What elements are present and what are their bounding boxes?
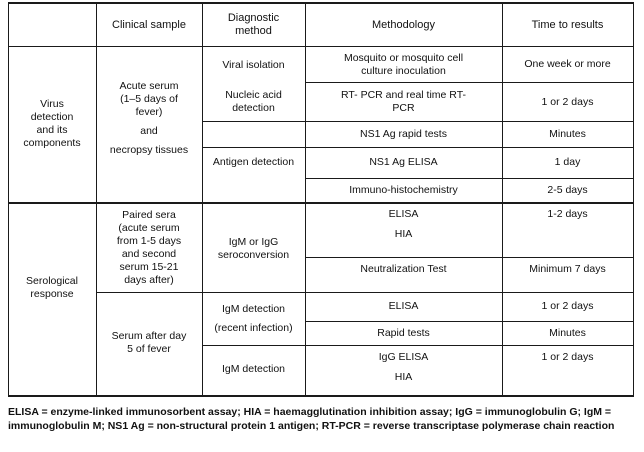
methodology-line: IgG ELISA <box>378 351 429 363</box>
methodology-mosquito: Mosquito or mosquito cell culture inocul… <box>305 52 502 78</box>
methodology-line: HIA <box>394 371 413 383</box>
row-divider <box>305 178 634 179</box>
time-minutes: Minutes <box>549 327 586 339</box>
methodology-ns1-elisa: NS1 Ag ELISA <box>369 156 438 168</box>
time-one-two-days: 1-2 days <box>547 208 588 220</box>
methodology-line: culture inoculation <box>361 65 446 77</box>
header-clinical-sample: Clinical sample <box>112 19 186 31</box>
methodology-line: HIA <box>394 228 413 240</box>
time-one-or-two-days: 1 or 2 days <box>541 96 594 108</box>
category-line: components <box>23 137 81 149</box>
row-divider <box>305 257 634 258</box>
sample-line: and <box>140 125 158 137</box>
time-one-or-two-days: 1 or 2 days <box>541 351 594 363</box>
sample-line: from 1-5 days <box>116 235 182 247</box>
time-minimum-7-days: Minimum 7 days <box>529 263 606 275</box>
methodology-line: PCR <box>392 102 415 114</box>
method-antigen-detection: Antigen detection <box>212 156 295 168</box>
sample-paired-sera: Paired sera (acute serum from 1-5 days a… <box>96 209 202 287</box>
row-divider <box>305 82 634 83</box>
sample-line: (acute serum <box>118 222 180 234</box>
method-line: IgM or IgG <box>228 236 279 248</box>
methodology-immuno: Immuno-histochemistry <box>349 184 458 196</box>
method-line: seroconversion <box>217 249 290 261</box>
method-igm-detection: IgM detection <box>221 363 286 375</box>
category-serological-response: Serological response <box>8 275 96 301</box>
methodology-neutralization: Neutralization Test <box>360 263 447 275</box>
header-methodology: Methodology <box>372 19 435 31</box>
row-divider <box>202 147 634 148</box>
time-two-five-days: 2-5 days <box>547 184 588 196</box>
table-border-top <box>8 2 634 4</box>
sample-line: serum 15-21 <box>119 261 179 273</box>
column-divider <box>305 2 306 397</box>
table-border-left <box>8 2 9 397</box>
time-one-day: 1 day <box>554 156 581 168</box>
sample-line: Serum after day <box>111 330 187 342</box>
methodology-elisa-hia: ELISA HIA <box>305 208 502 241</box>
methodology-line: Mosquito or mosquito cell <box>343 52 464 64</box>
method-viral-isolation: Viral isolation <box>222 59 285 71</box>
row-divider <box>305 321 634 322</box>
column-divider <box>96 2 97 397</box>
time-minutes: Minutes <box>549 128 586 140</box>
table-border-right <box>633 2 634 397</box>
header-line: Diagnostic <box>227 12 280 24</box>
header-diagnostic-method: Diagnostic method <box>202 12 305 38</box>
column-divider <box>502 2 503 397</box>
row-divider <box>202 345 634 346</box>
header-time-to-results: Time to results <box>531 19 604 31</box>
method-igm-detection-recent: IgM detection (recent infection) <box>202 303 305 335</box>
sample-line: and second <box>121 248 177 260</box>
header-divider <box>8 46 634 47</box>
method-line: detection <box>232 102 275 114</box>
sample-line: (1–5 days of <box>120 93 178 105</box>
time-one-or-two-days: 1 or 2 days <box>541 300 594 312</box>
sample-line: Acute serum <box>119 80 179 92</box>
row-divider <box>202 121 634 122</box>
methodology-line: ELISA <box>388 208 419 220</box>
category-line: Serological <box>26 275 78 287</box>
methodology-igg-elisa-hia: IgG ELISA HIA <box>305 351 502 384</box>
method-line: (recent infection) <box>214 322 293 334</box>
abbreviations-footnote: ELISA = enzyme-linked immunosorbent assa… <box>8 406 615 432</box>
methodology-line: RT- PCR and real time RT- <box>340 89 467 101</box>
methodology-elisa: ELISA <box>388 300 419 312</box>
method-line: Nucleic acid <box>225 89 282 101</box>
category-line: Virus <box>40 98 64 110</box>
category-line: and its <box>36 124 68 136</box>
methodology-ns1-rapid: NS1 Ag rapid tests <box>360 128 447 140</box>
header-line: method <box>235 25 272 37</box>
table-border-bottom <box>8 395 634 397</box>
category-virus-detection: Virus detection and its components <box>8 98 96 150</box>
method-nucleic-acid: Nucleic acid detection <box>202 89 305 115</box>
category-line: response <box>30 288 74 300</box>
section-divider <box>8 202 634 204</box>
sample-line: Paired sera <box>122 209 176 221</box>
time-one-week: One week or more <box>524 58 611 70</box>
methodology-rt-pcr: RT- PCR and real time RT- PCR <box>305 89 502 115</box>
sample-line: necropsy tissues <box>109 144 189 156</box>
methodology-rapid-tests: Rapid tests <box>377 327 430 339</box>
sample-acute-serum: Acute serum (1–5 days of fever) and necr… <box>96 80 202 157</box>
sample-line: fever) <box>135 106 163 118</box>
method-igm-igg: IgM or IgG seroconversion <box>202 236 305 262</box>
method-line: IgM detection <box>221 303 286 315</box>
sample-line: 5 of fever <box>127 343 171 355</box>
sample-line: days after) <box>124 274 174 286</box>
row-divider <box>96 292 634 293</box>
sample-serum-after-day5: Serum after day 5 of fever <box>96 330 202 356</box>
column-divider <box>202 2 203 397</box>
category-line: detection <box>30 111 74 123</box>
